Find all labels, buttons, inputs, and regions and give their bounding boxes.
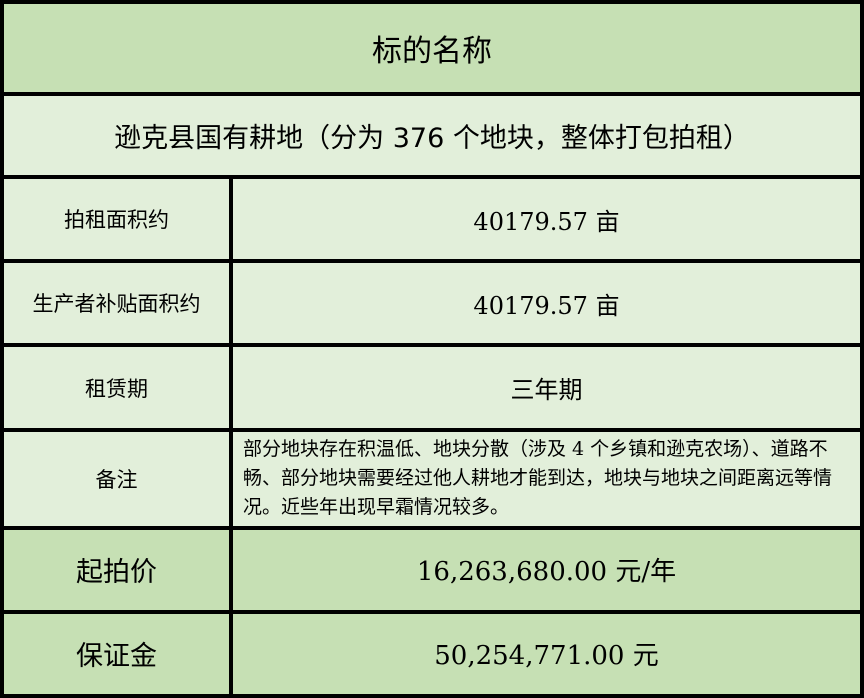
row-value: 三年期: [229, 343, 864, 432]
table-row: 生产者补贴面积约 40179.57 亩: [0, 259, 864, 348]
row-value: 40179.57 亩: [229, 259, 864, 348]
table-row: 拍租面积约 40179.57 亩: [0, 175, 864, 264]
row-label: 备注: [0, 427, 233, 530]
subject-name: 逊克县国有耕地（分为 376 个地块，整体打包拍租）: [0, 92, 864, 180]
table-row: 保证金 50,254,771.00 元: [0, 609, 864, 698]
row-value: 40179.57 亩: [229, 175, 864, 264]
table-row: 备注 部分地块存在积温低、地块分散（涉及 4 个乡镇和逊克农场）、道路不畅、部分…: [0, 427, 864, 530]
starting-price-value: 16,263,680.00 元/年: [229, 525, 864, 614]
row-label: 拍租面积约: [0, 175, 233, 264]
table-row: 起拍价 16,263,680.00 元/年: [0, 525, 864, 614]
table-title: 标的名称: [0, 0, 864, 97]
row-label: 租赁期: [0, 343, 233, 432]
row-label: 起拍价: [0, 525, 233, 614]
deposit-value: 50,254,771.00 元: [229, 609, 864, 698]
row-label: 生产者补贴面积约: [0, 259, 233, 348]
title-row: 标的名称: [0, 0, 864, 97]
table-row: 租赁期 三年期: [0, 343, 864, 432]
remarks-value: 部分地块存在积温低、地块分散（涉及 4 个乡镇和逊克农场）、道路不畅、部分地块需…: [229, 427, 864, 530]
row-label: 保证金: [0, 609, 233, 698]
subject-row: 逊克县国有耕地（分为 376 个地块，整体打包拍租）: [0, 92, 864, 180]
